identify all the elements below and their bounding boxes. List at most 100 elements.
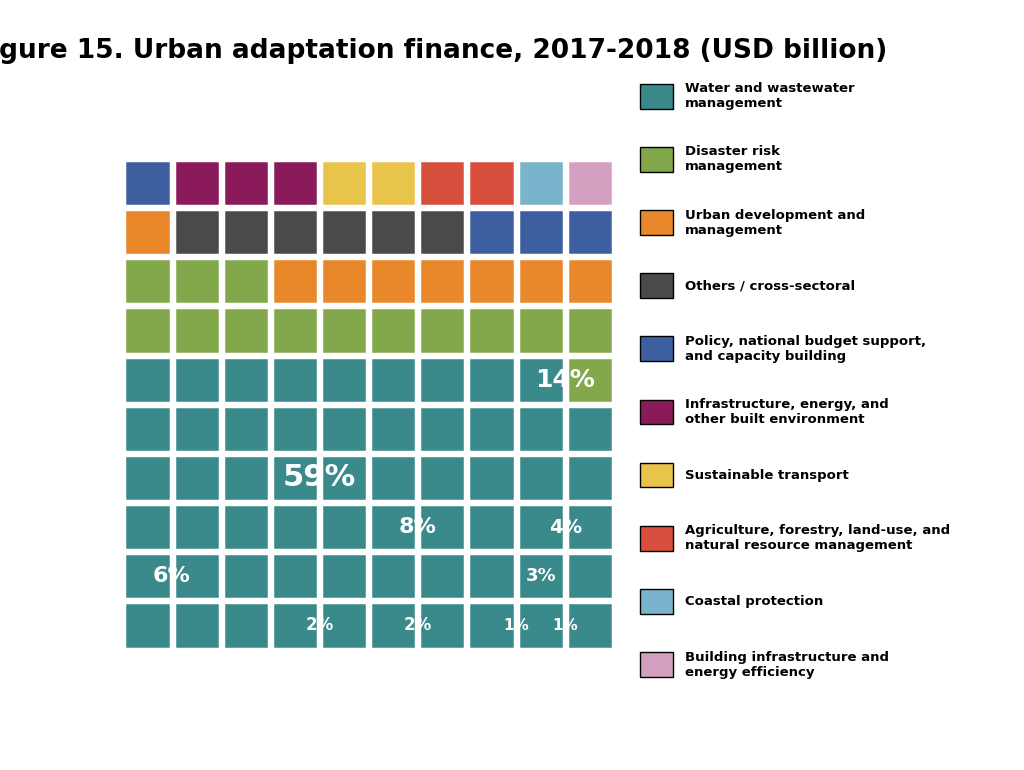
FancyBboxPatch shape [271,602,318,648]
FancyBboxPatch shape [271,553,318,599]
FancyBboxPatch shape [419,307,466,353]
Text: Policy, national budget support,
and capacity building: Policy, national budget support, and cap… [685,335,926,363]
FancyBboxPatch shape [419,258,466,304]
FancyBboxPatch shape [370,553,417,599]
FancyBboxPatch shape [124,553,171,599]
FancyBboxPatch shape [370,406,417,452]
FancyBboxPatch shape [321,307,368,353]
FancyBboxPatch shape [173,160,220,206]
FancyBboxPatch shape [321,602,368,648]
Text: Agriculture, forestry, land-use, and
natural resource management: Agriculture, forestry, land-use, and nat… [685,524,950,552]
FancyBboxPatch shape [517,307,564,353]
FancyBboxPatch shape [419,357,466,403]
FancyBboxPatch shape [222,357,269,403]
FancyBboxPatch shape [419,455,466,501]
FancyBboxPatch shape [271,455,318,501]
FancyBboxPatch shape [222,504,269,551]
FancyBboxPatch shape [173,209,220,256]
FancyBboxPatch shape [468,160,515,206]
FancyBboxPatch shape [173,455,220,501]
FancyBboxPatch shape [271,209,318,256]
FancyBboxPatch shape [517,602,564,648]
FancyBboxPatch shape [468,258,515,304]
FancyBboxPatch shape [566,406,613,452]
Text: 8%: 8% [399,517,436,537]
Text: Coastal protection: Coastal protection [685,595,823,608]
FancyBboxPatch shape [321,406,368,452]
FancyBboxPatch shape [517,258,564,304]
FancyBboxPatch shape [370,258,417,304]
FancyBboxPatch shape [173,307,220,353]
FancyBboxPatch shape [173,406,220,452]
FancyBboxPatch shape [370,602,417,648]
FancyBboxPatch shape [419,504,466,551]
FancyBboxPatch shape [321,455,368,501]
FancyBboxPatch shape [124,357,171,403]
FancyBboxPatch shape [124,406,171,452]
FancyBboxPatch shape [517,455,564,501]
Text: Sustainable transport: Sustainable transport [685,469,849,481]
FancyBboxPatch shape [468,209,515,256]
Text: Figure 15. Urban adaptation finance, 2017-2018 (USD billion): Figure 15. Urban adaptation finance, 201… [0,38,888,65]
FancyBboxPatch shape [271,504,318,551]
Text: 6%: 6% [154,566,190,586]
FancyBboxPatch shape [517,553,564,599]
FancyBboxPatch shape [370,160,417,206]
FancyBboxPatch shape [566,160,613,206]
Text: 1%: 1% [552,618,579,633]
FancyBboxPatch shape [222,602,269,648]
FancyBboxPatch shape [271,357,318,403]
FancyBboxPatch shape [173,357,220,403]
FancyBboxPatch shape [370,307,417,353]
FancyBboxPatch shape [566,504,613,551]
FancyBboxPatch shape [468,307,515,353]
FancyBboxPatch shape [419,553,466,599]
FancyBboxPatch shape [566,602,613,648]
FancyBboxPatch shape [222,553,269,599]
FancyBboxPatch shape [468,553,515,599]
FancyBboxPatch shape [468,602,515,648]
FancyBboxPatch shape [419,209,466,256]
FancyBboxPatch shape [517,160,564,206]
FancyBboxPatch shape [124,307,171,353]
FancyBboxPatch shape [517,406,564,452]
FancyBboxPatch shape [468,357,515,403]
Text: Building infrastructure and
energy efficiency: Building infrastructure and energy effic… [685,651,889,678]
FancyBboxPatch shape [566,455,613,501]
Text: 4%: 4% [549,517,582,537]
FancyBboxPatch shape [517,504,564,551]
Text: 1%: 1% [503,618,529,633]
FancyBboxPatch shape [419,160,466,206]
Text: 2%: 2% [403,617,432,634]
FancyBboxPatch shape [321,160,368,206]
FancyBboxPatch shape [321,209,368,256]
FancyBboxPatch shape [124,209,171,256]
FancyBboxPatch shape [517,357,564,403]
Text: Water and wastewater
management: Water and wastewater management [685,82,855,110]
FancyBboxPatch shape [124,258,171,304]
Text: Disaster risk
management: Disaster risk management [685,146,783,173]
FancyBboxPatch shape [321,357,368,403]
FancyBboxPatch shape [271,307,318,353]
FancyBboxPatch shape [222,307,269,353]
FancyBboxPatch shape [321,504,368,551]
FancyBboxPatch shape [173,602,220,648]
Text: Infrastructure, energy, and
other built environment: Infrastructure, energy, and other built … [685,398,889,426]
FancyBboxPatch shape [124,602,171,648]
FancyBboxPatch shape [517,209,564,256]
FancyBboxPatch shape [271,160,318,206]
FancyBboxPatch shape [468,504,515,551]
FancyBboxPatch shape [566,553,613,599]
FancyBboxPatch shape [222,209,269,256]
FancyBboxPatch shape [222,455,269,501]
Text: Urban development and
management: Urban development and management [685,209,865,236]
FancyBboxPatch shape [173,553,220,599]
FancyBboxPatch shape [271,258,318,304]
Text: 14%: 14% [536,367,595,392]
FancyBboxPatch shape [566,357,613,403]
FancyBboxPatch shape [222,406,269,452]
Text: 3%: 3% [525,567,556,585]
FancyBboxPatch shape [468,455,515,501]
Text: 2%: 2% [305,617,334,634]
Text: Others / cross-sectoral: Others / cross-sectoral [685,280,855,292]
